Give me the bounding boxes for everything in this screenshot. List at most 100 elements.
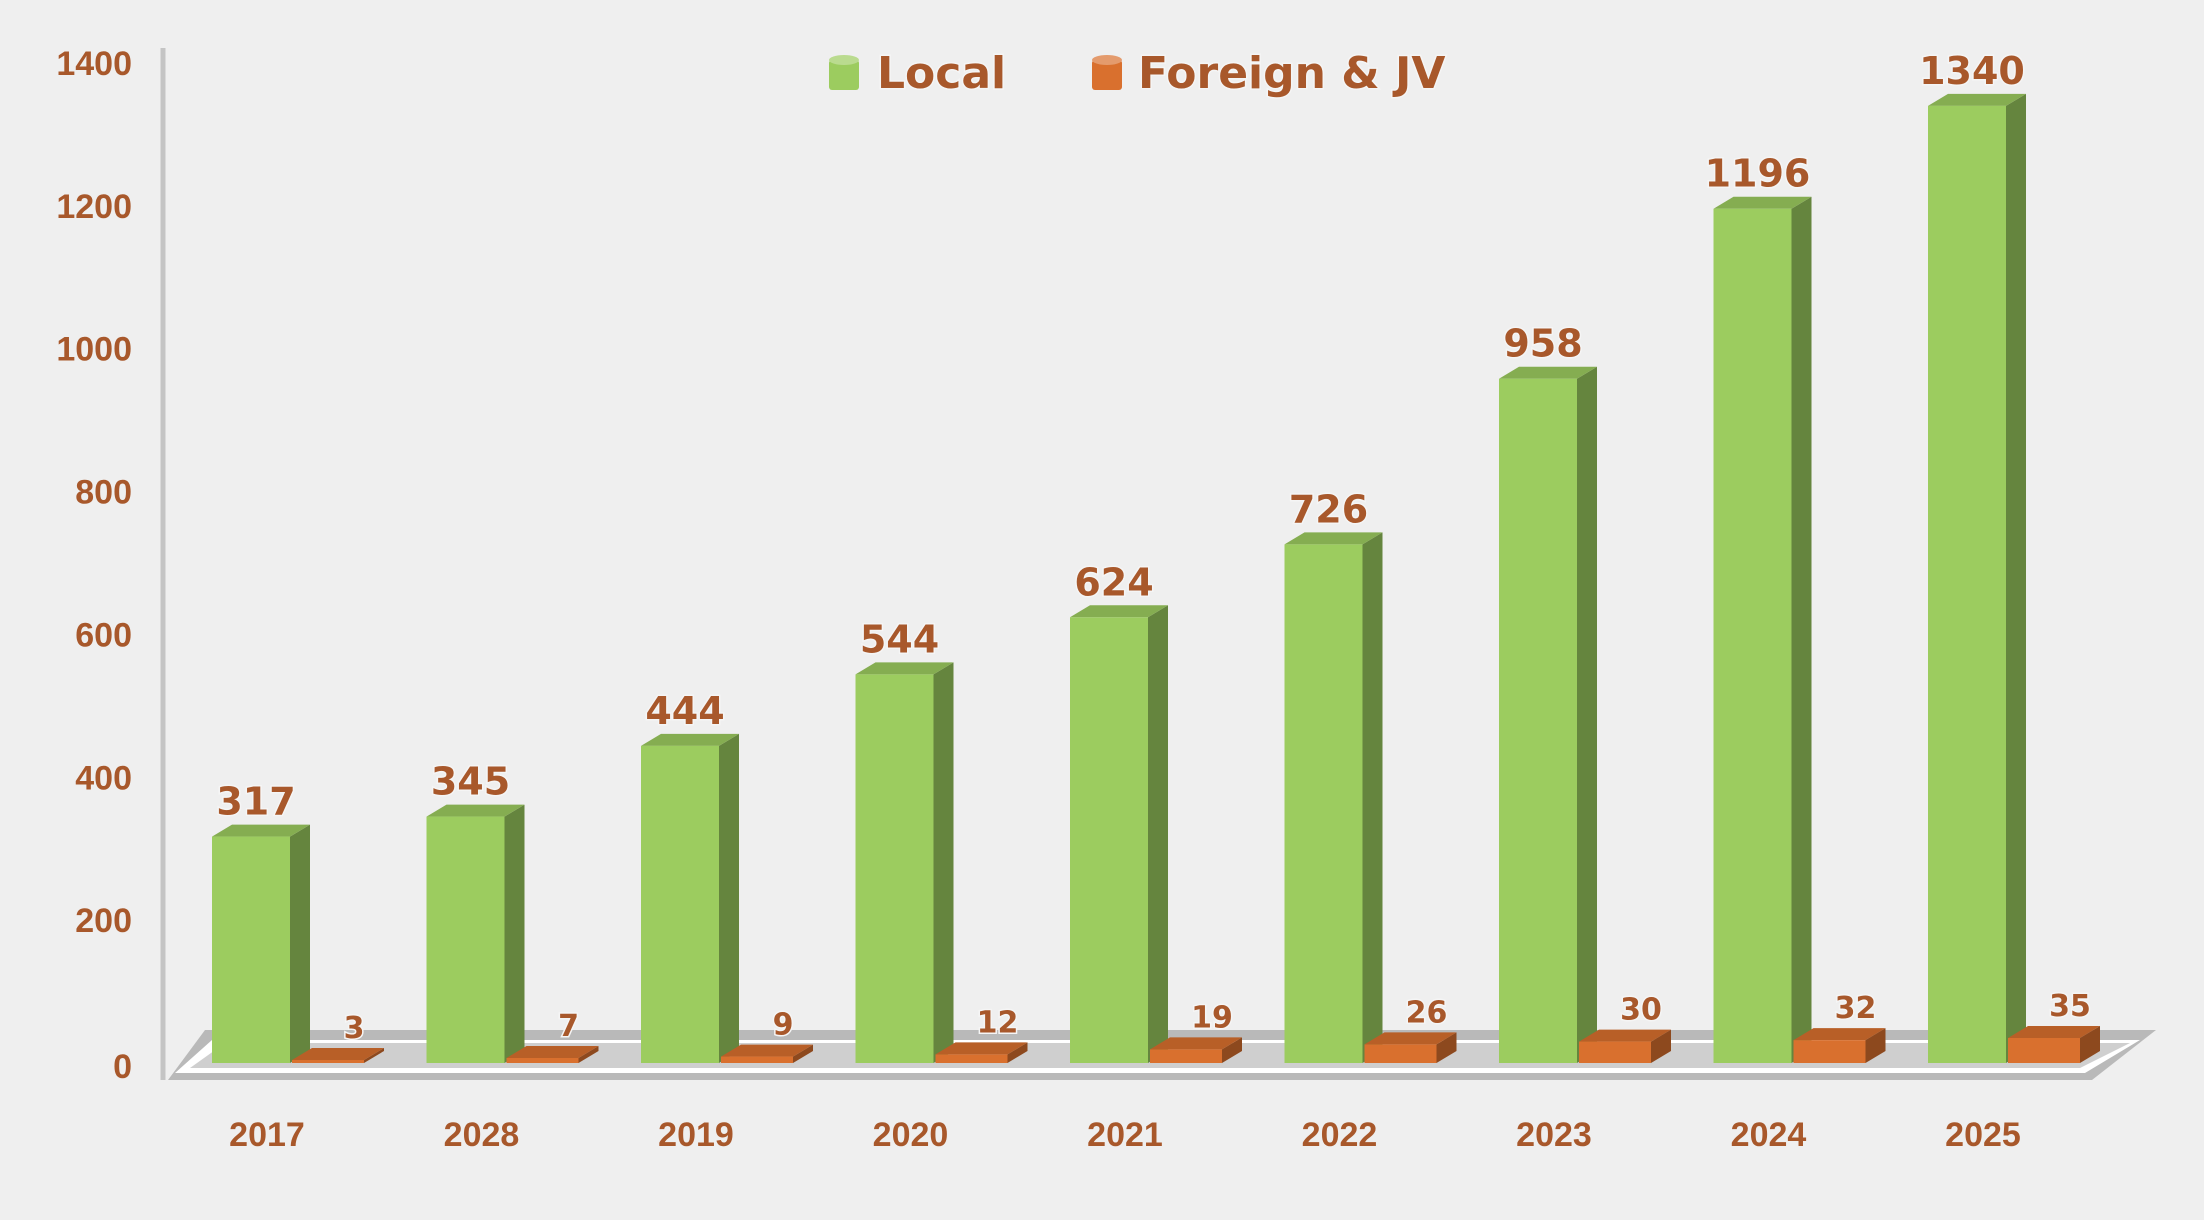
bar-front-face — [1499, 378, 1577, 1063]
y-tick-label: 400 — [75, 759, 132, 797]
y-tick-label: 1400 — [56, 45, 132, 83]
legend-label-local: Local — [877, 48, 1006, 99]
bar-side-face — [2006, 93, 2026, 1064]
bar-local-2025 — [1928, 93, 2026, 1064]
bar-front-face — [1070, 617, 1148, 1063]
bar-side-face — [933, 662, 954, 1063]
bar-top-face — [935, 1042, 1028, 1055]
bar-side-face — [1865, 1028, 1886, 1063]
legend-swatch-foreign-jv — [1092, 55, 1122, 90]
data-label-local: 1196 — [1705, 152, 1811, 196]
y-tick-label: 600 — [75, 616, 132, 654]
data-label-foreign-jv: 3 — [344, 1011, 365, 1046]
legend: Local Foreign & JV — [829, 47, 1447, 101]
bar-local-2021 — [1070, 605, 1168, 1063]
bar-front-face — [1579, 1041, 1651, 1063]
legend-swatch-local — [829, 55, 859, 90]
bar-front-face — [935, 1054, 1008, 1063]
bar-side-face — [1362, 532, 1383, 1063]
bar-foreign-jv-2020 — [935, 1042, 1028, 1063]
bar-top-face — [506, 1046, 599, 1058]
bar-local-2028 — [426, 804, 525, 1063]
legend-label-foreign-jv: Foreign & JV — [1138, 48, 1445, 99]
data-label-local: 317 — [216, 780, 295, 824]
bar-top-face — [1070, 605, 1168, 618]
bar-side-face — [1436, 1032, 1457, 1063]
bar-top-face — [1713, 196, 1812, 209]
bar-top-face — [855, 662, 954, 675]
bar-front-face — [1928, 105, 2006, 1064]
bar-front-face — [641, 745, 719, 1063]
bar-top-face — [641, 733, 739, 746]
data-label-foreign-jv: 35 — [2049, 989, 2091, 1024]
x-tick-label: 2020 — [873, 1116, 949, 1154]
bar-top-face — [1364, 1032, 1457, 1045]
bar-foreign-jv-2019 — [721, 1044, 813, 1063]
bar-local-2024 — [1713, 196, 1812, 1063]
x-tick-label: 2017 — [229, 1116, 305, 1154]
bar-side-face — [1148, 605, 1168, 1063]
data-label-local: 624 — [1074, 560, 1153, 604]
bar-front-face — [1364, 1044, 1437, 1063]
bar-side-face — [2080, 1026, 2100, 1063]
bar-foreign-jv-2024 — [1793, 1028, 1886, 1063]
bar-top-face — [1928, 93, 2026, 106]
bar-foreign-jv-2021 — [1150, 1037, 1242, 1063]
y-axis-ticks: 0 200 400 600 800 1000 1200 1400 — [56, 45, 132, 1086]
bar-side-face — [1007, 1042, 1028, 1063]
bar-top-face — [1579, 1029, 1671, 1042]
bar-foreign-jv-2028 — [506, 1046, 599, 1063]
bar-front-face — [855, 674, 934, 1063]
bar-side-face — [1791, 196, 1812, 1063]
data-label-foreign-jv: 7 — [558, 1009, 579, 1044]
bar-front-face — [292, 1060, 364, 1063]
bar-side-face — [1651, 1029, 1671, 1063]
data-label-foreign-jv: 9 — [773, 1008, 794, 1043]
data-label-local: 958 — [1503, 322, 1582, 366]
bar-front-face — [506, 1058, 579, 1063]
bar-local-2020 — [855, 662, 954, 1063]
x-tick-label: 2028 — [444, 1116, 520, 1154]
bar-side-face — [1222, 1037, 1242, 1063]
bar-top-face — [1793, 1028, 1886, 1041]
bar-foreign-jv-2017 — [292, 1048, 384, 1063]
bar-top-face — [2008, 1026, 2100, 1038]
bars — [212, 93, 2100, 1064]
data-label-local: 1340 — [1919, 49, 2025, 93]
bar-front-face — [2008, 1038, 2080, 1063]
bar-front-face — [1150, 1049, 1222, 1063]
y-tick-label: 800 — [75, 474, 132, 512]
bar-side-face — [719, 733, 739, 1063]
bar-foreign-jv-2023 — [1579, 1029, 1671, 1063]
bar-top-face — [292, 1048, 384, 1060]
bar-front-face — [1793, 1040, 1866, 1063]
bar-front-face — [1713, 208, 1792, 1063]
bar-side-face — [1577, 366, 1597, 1063]
data-label-foreign-jv: 32 — [1835, 991, 1877, 1026]
data-label-local: 444 — [645, 689, 724, 733]
bar-local-2019 — [641, 733, 739, 1063]
data-label-local: 544 — [860, 617, 939, 661]
bar-top-face — [721, 1044, 813, 1057]
bar-local-2023 — [1499, 366, 1597, 1063]
x-tick-label: 2022 — [1302, 1116, 1378, 1154]
x-tick-label: 2019 — [658, 1116, 734, 1154]
bar-top-face — [1150, 1037, 1242, 1050]
bar-side-face — [290, 824, 310, 1063]
bar-top-face — [212, 824, 310, 837]
data-label-foreign-jv: 26 — [1406, 995, 1448, 1030]
bar-top-face — [1284, 532, 1383, 545]
bar-front-face — [426, 816, 505, 1063]
legend-item-foreign-jv: Foreign & JV — [1092, 47, 1447, 101]
y-tick-label: 200 — [75, 902, 132, 940]
x-tick-label: 2025 — [1945, 1116, 2021, 1154]
x-tick-label: 2024 — [1731, 1116, 1807, 1154]
bar-top-face — [1499, 366, 1597, 379]
data-label-local: 345 — [431, 760, 510, 804]
y-tick-label: 1200 — [56, 188, 132, 226]
data-label-foreign-jv: 30 — [1620, 993, 1662, 1028]
bar-front-face — [721, 1056, 793, 1063]
bar-side-face — [504, 804, 525, 1063]
x-axis-ticks: 2017 2028 2019 2020 2021 2022 2023 2024 2025 — [229, 1116, 2021, 1154]
bar-side-face — [578, 1046, 599, 1063]
